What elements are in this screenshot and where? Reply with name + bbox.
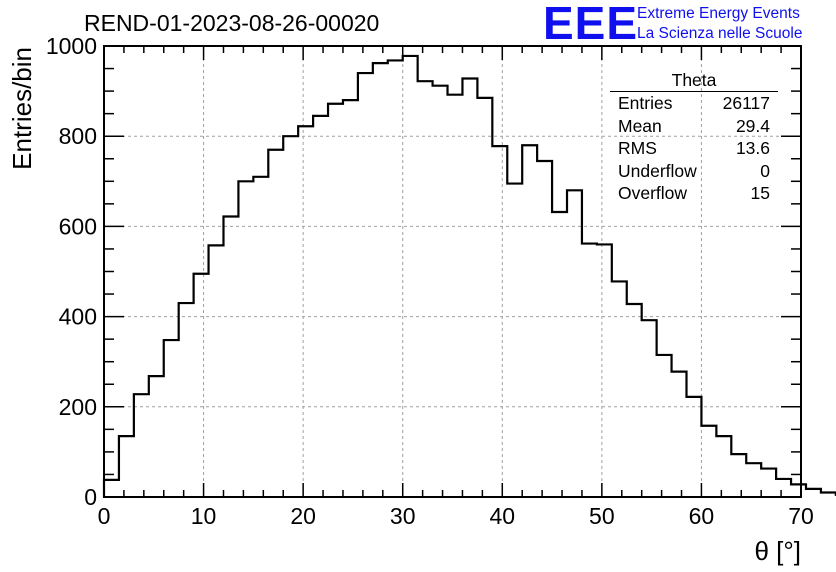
histogram-outline — [102, 54, 836, 497]
stats-label: Entries — [618, 93, 673, 113]
logo-caption-line2: La Scienza nelle Scuole — [637, 25, 803, 42]
stats-label: RMS — [618, 138, 657, 159]
stats-row-entries: Entries 26117 — [610, 92, 778, 115]
y-tick-label: 800 — [59, 123, 97, 149]
stats-label: Overflow — [618, 183, 688, 204]
stats-value: 29.4 — [735, 115, 770, 136]
stats-label: Mean — [618, 115, 662, 136]
y-tick-label: 0 — [84, 484, 97, 510]
x-tick-label: 10 — [191, 503, 217, 529]
x-tick-label: 40 — [489, 503, 515, 529]
stats-value: 13.6 — [735, 138, 770, 159]
stats-value: 0 — [760, 160, 770, 181]
y-tick-label: 400 — [59, 304, 97, 330]
x-tick-label: 30 — [390, 503, 416, 529]
stats-title: Theta — [610, 70, 778, 92]
y-tick-label: 600 — [59, 213, 97, 239]
logo-caption-line1: Extreme Energy Events — [637, 5, 800, 22]
stats-value: 15 — [750, 183, 770, 204]
x-axis-title: θ [°] — [754, 536, 801, 566]
eee-logo: EEE — [543, 0, 639, 49]
axis-ticks — [103, 45, 802, 498]
stats-row-overflow: Overflow 15 — [610, 182, 778, 205]
stats-row-rms: RMS 13.6 — [610, 137, 778, 160]
x-tick-label: 70 — [788, 503, 814, 529]
stats-row-underflow: Underflow 0 — [610, 160, 778, 183]
y-tick-label: 1000 — [46, 33, 97, 59]
stats-row-mean: Mean 29.4 — [610, 115, 778, 138]
y-tick-labels: 0 200 400 600 800 1000 — [46, 33, 97, 510]
stats-value: 26117 — [722, 93, 770, 113]
x-tick-label: 20 — [290, 503, 316, 529]
run-title: REND-01-2023-08-26-00020 — [84, 10, 380, 36]
y-axis-title: Entries/bin — [7, 47, 37, 170]
x-tick-label: 60 — [689, 503, 715, 529]
stats-box: Theta Entries 26117 Mean 29.4 RMS 13.6 U… — [610, 70, 778, 205]
grid-lines — [104, 46, 801, 497]
stats-label: Underflow — [618, 160, 697, 181]
y-tick-label: 200 — [59, 394, 97, 420]
x-tick-labels: 0 10 20 30 40 50 60 70 — [98, 503, 814, 529]
x-tick-label: 50 — [589, 503, 615, 529]
x-tick-label: 0 — [98, 503, 111, 529]
